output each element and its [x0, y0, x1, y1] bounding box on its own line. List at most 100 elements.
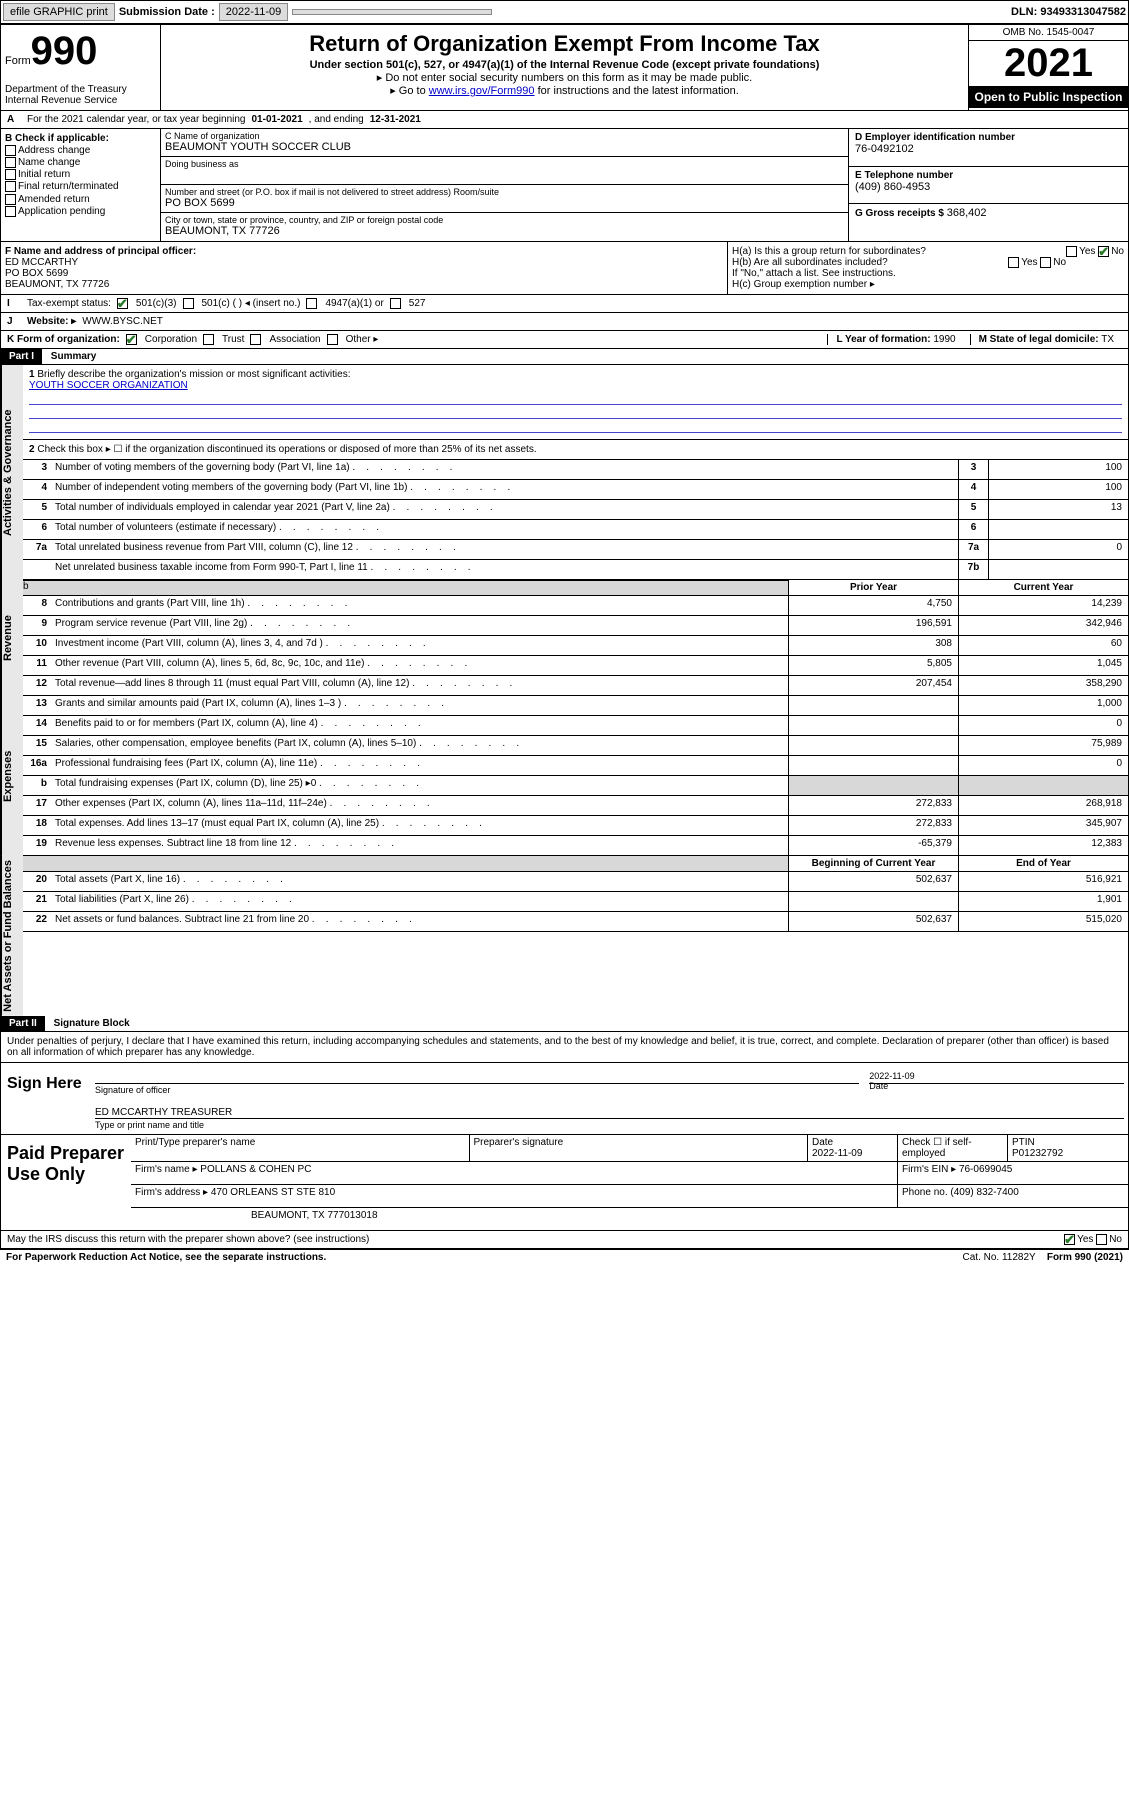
summary-line: 6Total number of volunteers (estimate if… — [23, 520, 1128, 540]
summary-line: 20Total assets (Part X, line 16)502,6375… — [23, 872, 1128, 892]
summary-line: 4Number of independent voting members of… — [23, 480, 1128, 500]
f-h-row: F Name and address of principal officer:… — [1, 242, 1128, 295]
chk-527[interactable] — [390, 298, 401, 309]
org-name: BEAUMONT YOUTH SOCCER CLUB — [165, 141, 844, 153]
form-word: Form — [5, 55, 31, 67]
discuss-yes[interactable] — [1064, 1234, 1075, 1245]
tab-expenses: Expenses — [1, 696, 23, 856]
top-bar: efile GRAPHIC print Submission Date : 20… — [0, 0, 1129, 24]
header-left: Form990 Department of the Treasury Inter… — [1, 25, 161, 110]
tax-year: 2021 — [969, 41, 1128, 86]
summary-line: 16aProfessional fundraising fees (Part I… — [23, 756, 1128, 776]
prep-selfemp: Check ☐ if self-employed — [898, 1135, 1008, 1161]
firm-name: Firm's name ▸ POLLANS & COHEN PC — [131, 1162, 898, 1184]
chk-amended[interactable]: Amended return — [5, 194, 156, 205]
form-note2: ▸ Go to www.irs.gov/Form990 for instruct… — [169, 84, 960, 97]
chk-app-pending[interactable]: Application pending — [5, 206, 156, 217]
summary-line: 10Investment income (Part VIII, column (… — [23, 636, 1128, 656]
submission-date-button[interactable]: 2022-11-09 — [219, 3, 288, 21]
chk-corp[interactable] — [126, 334, 137, 345]
form-note1: ▸ Do not enter social security numbers o… — [169, 71, 960, 84]
part2-header: Part II Signature Block — [1, 1016, 1128, 1032]
firm-ein: Firm's EIN ▸ 76-0699045 — [898, 1162, 1128, 1184]
summary-line: bTotal fundraising expenses (Part IX, co… — [23, 776, 1128, 796]
summary-line: 18Total expenses. Add lines 13–17 (must … — [23, 816, 1128, 836]
summary-line: Net unrelated business taxable income fr… — [23, 560, 1128, 580]
ein: 76-0492102 — [855, 143, 1122, 155]
hb-yes[interactable] — [1008, 257, 1019, 268]
section-b-label: B Check if applicable: — [5, 133, 109, 144]
summary-line: 17Other expenses (Part IX, column (A), l… — [23, 796, 1128, 816]
col-header-rev: b Prior Year Current Year — [23, 580, 1128, 596]
summary-line: 12Total revenue—add lines 8 through 11 (… — [23, 676, 1128, 696]
summary-line: 7aTotal unrelated business revenue from … — [23, 540, 1128, 560]
city-label: City or town, state or province, country… — [165, 215, 844, 225]
phone: (409) 860-4953 — [855, 181, 1122, 193]
penalties-text: Under penalties of perjury, I declare th… — [1, 1032, 1128, 1063]
summary-line: 22Net assets or fund balances. Subtract … — [23, 912, 1128, 932]
summary-line: 9Program service revenue (Part VIII, lin… — [23, 616, 1128, 636]
form-subtitle: Under section 501(c), 527, or 4947(a)(1)… — [169, 59, 960, 71]
chk-initial-return[interactable]: Initial return — [5, 169, 156, 180]
chk-other[interactable] — [327, 334, 338, 345]
section-c: C Name of organization BEAUMONT YOUTH SO… — [161, 129, 848, 241]
form-id: Form 990 (2021) — [1047, 1252, 1123, 1263]
governance-section: Activities & Governance 1 Briefly descri… — [1, 365, 1128, 580]
mission-text[interactable]: YOUTH SOCCER ORGANIZATION — [29, 380, 188, 391]
blank-button[interactable] — [292, 9, 492, 15]
sig-name: ED MCCARTHY TREASURER — [95, 1107, 1124, 1118]
dba-label: Doing business as — [165, 159, 844, 169]
chk-address-change[interactable]: Address change — [5, 145, 156, 156]
chk-final-return[interactable]: Final return/terminated — [5, 181, 156, 192]
sign-here-label: Sign Here — [1, 1063, 91, 1134]
part1-header: Part I Summary — [1, 349, 1128, 365]
street-label: Number and street (or P.O. box if mail i… — [165, 187, 844, 197]
section-d-e-g: D Employer identification number 76-0492… — [848, 129, 1128, 241]
ha-yes[interactable] — [1066, 246, 1077, 257]
summary-line: 3Number of voting members of the governi… — [23, 460, 1128, 480]
department: Department of the Treasury Internal Reve… — [5, 84, 156, 106]
form-990: Form990 Department of the Treasury Inter… — [0, 24, 1129, 1250]
line-1: 1 Briefly describe the organization's mi… — [23, 365, 1128, 440]
firm-addr: Firm's address ▸ 470 ORLEANS ST STE 810 — [131, 1185, 898, 1207]
ha-no[interactable] — [1098, 246, 1109, 257]
submission-label: Submission Date : — [119, 6, 215, 18]
header-right: OMB No. 1545-0047 2021 Open to Public In… — [968, 25, 1128, 110]
officer-city: BEAUMONT, TX 77726 — [5, 279, 109, 290]
irs-link[interactable]: www.irs.gov/Form990 — [429, 85, 535, 97]
tab-revenue: Revenue — [1, 580, 23, 696]
chk-assoc[interactable] — [250, 334, 261, 345]
sign-here-block: Sign Here Signature of officer 2022-11-0… — [1, 1063, 1128, 1135]
dln: DLN: 93493313047582 — [1011, 6, 1126, 18]
row-i: I Tax-exempt status: 501(c)(3) 501(c) ( … — [1, 295, 1128, 313]
summary-line: 21Total liabilities (Part X, line 26)1,9… — [23, 892, 1128, 912]
footer: For Paperwork Reduction Act Notice, see … — [0, 1250, 1129, 1265]
expenses-section: Expenses 13Grants and similar amounts pa… — [1, 696, 1128, 856]
discuss-no[interactable] — [1096, 1234, 1107, 1245]
header-mid: Return of Organization Exempt From Incom… — [161, 25, 968, 110]
firm-phone: Phone no. (409) 832-7400 — [898, 1185, 1128, 1207]
form-header: Form990 Department of the Treasury Inter… — [1, 25, 1128, 111]
website: WWW.BYSC.NET — [82, 316, 163, 327]
line-2: 2 Check this box ▸ ☐ if the organization… — [23, 440, 1128, 460]
chk-4947[interactable] — [306, 298, 317, 309]
efile-button[interactable]: efile GRAPHIC print — [3, 3, 115, 21]
summary-line: 11Other revenue (Part VIII, column (A), … — [23, 656, 1128, 676]
form-number: 990 — [31, 29, 98, 73]
chk-name-change[interactable]: Name change — [5, 157, 156, 168]
hb-no[interactable] — [1040, 257, 1051, 268]
tab-net: Net Assets or Fund Balances — [1, 856, 23, 1016]
cat-no: Cat. No. 11282Y — [963, 1252, 1036, 1263]
chk-501c[interactable] — [183, 298, 194, 309]
firm-addr2: BEAUMONT, TX 777013018 — [131, 1208, 1128, 1230]
domicile: TX — [1101, 334, 1114, 345]
revenue-section: Revenue b Prior Year Current Year 8Contr… — [1, 580, 1128, 696]
year-formation: 1990 — [933, 334, 955, 345]
chk-501c3[interactable] — [117, 298, 128, 309]
officer-street: PO BOX 5699 — [5, 268, 68, 279]
chk-trust[interactable] — [203, 334, 214, 345]
summary-line: 5Total number of individuals employed in… — [23, 500, 1128, 520]
hb-note: If "No," attach a list. See instructions… — [732, 268, 1124, 279]
netassets-section: Net Assets or Fund Balances Beginning of… — [1, 856, 1128, 1016]
summary-line: 14Benefits paid to or for members (Part … — [23, 716, 1128, 736]
